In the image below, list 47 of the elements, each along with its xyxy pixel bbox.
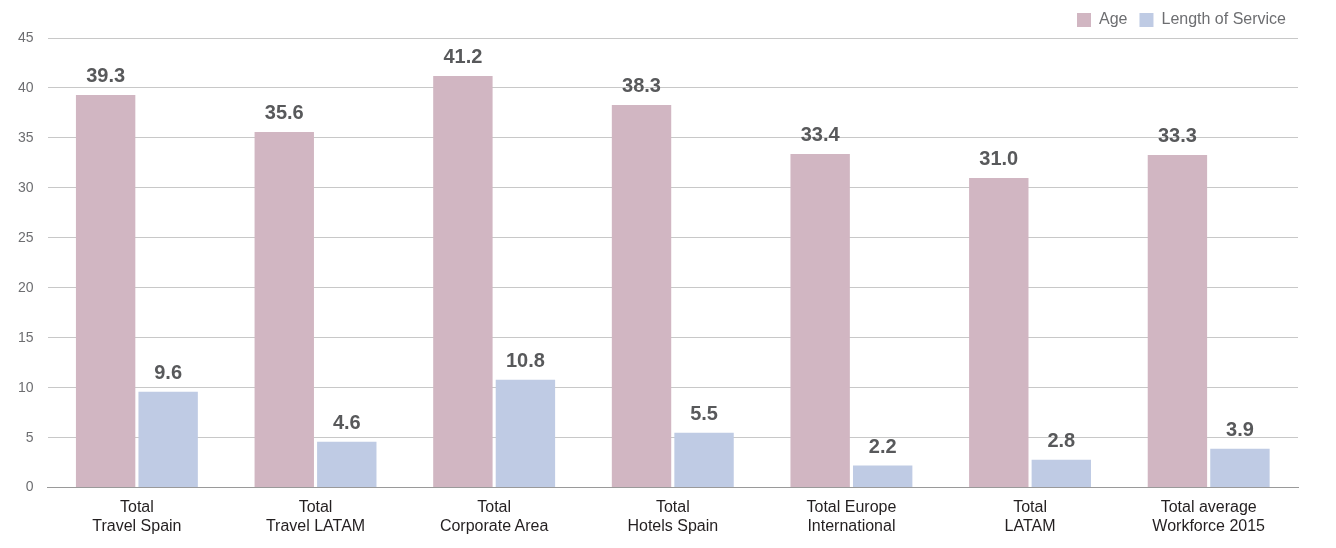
bar — [1031, 459, 1092, 488]
bar — [138, 391, 198, 488]
data-label: 35.6 — [264, 101, 304, 124]
y-tick-label: 40 — [17, 78, 34, 95]
data-label: 2.8 — [1047, 429, 1076, 452]
y-tick-label: 45 — [17, 28, 34, 45]
x-tick-label: Total LATAM — [1004, 497, 1056, 534]
y-tick-label: 0 — [25, 478, 34, 495]
x-tick-label: Total Travel LATAM — [265, 497, 366, 534]
data-label: 9.6 — [154, 361, 183, 384]
legend-label: Age — [1099, 10, 1128, 28]
bar — [611, 104, 672, 488]
y-tick-label: 15 — [17, 328, 34, 345]
bar — [254, 131, 314, 488]
bar — [317, 441, 377, 488]
x-tick-label: Total Travel Spain — [92, 497, 182, 534]
data-label: 3.9 — [1226, 418, 1254, 441]
x-tick-label: Total Hotels Spain — [627, 497, 719, 534]
bar — [1147, 154, 1208, 488]
bar — [674, 432, 734, 488]
y-tick-label: 20 — [17, 278, 34, 295]
data-label: 5.5 — [690, 402, 718, 425]
data-label: 38.3 — [622, 74, 661, 97]
y-tick-label: 30 — [17, 178, 34, 195]
data-label: 2.2 — [868, 435, 897, 458]
legend-label: Length of Service — [1161, 10, 1287, 28]
bar — [495, 379, 556, 488]
y-tick-label: 25 — [17, 228, 34, 245]
data-label: 4.6 — [332, 411, 361, 434]
x-tick-label: Total average Workforce 2015 — [1152, 497, 1266, 534]
data-label: 33.3 — [1157, 124, 1197, 147]
data-label: 10.8 — [505, 349, 545, 372]
x-tick-label: Total Europe International — [806, 497, 897, 534]
y-tick-label: 5 — [25, 428, 34, 445]
data-label: 39.3 — [86, 64, 126, 87]
y-tick-label: 35 — [17, 128, 34, 145]
bar — [852, 465, 913, 488]
bar — [75, 94, 136, 488]
bar — [1210, 448, 1270, 488]
bar — [433, 75, 493, 488]
bar — [969, 177, 1029, 488]
data-label: 31.0 — [979, 147, 1019, 170]
y-tick-label: 10 — [17, 378, 34, 395]
x-tick-label: Total Corporate Area — [439, 497, 549, 534]
bar — [790, 153, 850, 488]
data-label: 41.2 — [443, 45, 483, 68]
data-label: 33.4 — [800, 123, 841, 146]
